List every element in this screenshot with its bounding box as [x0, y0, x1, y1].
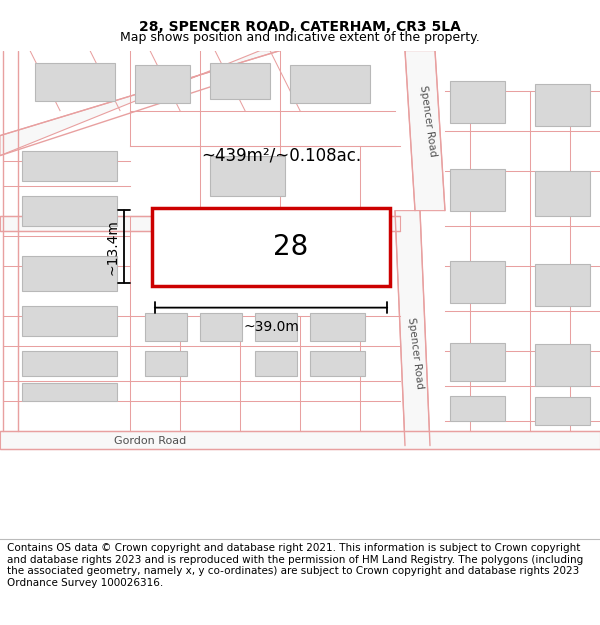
Polygon shape — [135, 64, 190, 102]
Polygon shape — [0, 216, 400, 231]
Polygon shape — [152, 208, 390, 286]
Polygon shape — [22, 256, 117, 291]
Polygon shape — [450, 81, 505, 122]
Polygon shape — [405, 51, 445, 211]
Text: 28, SPENCER ROAD, CATERHAM, CR3 5LA: 28, SPENCER ROAD, CATERHAM, CR3 5LA — [139, 20, 461, 34]
Polygon shape — [210, 156, 285, 196]
Polygon shape — [22, 306, 117, 336]
Polygon shape — [535, 397, 590, 424]
Text: Spencer Road: Spencer Road — [406, 316, 424, 389]
Text: Gordon Road: Gordon Road — [114, 436, 186, 446]
Polygon shape — [450, 342, 505, 381]
Polygon shape — [290, 64, 370, 102]
Polygon shape — [395, 211, 430, 446]
Polygon shape — [450, 169, 505, 211]
Polygon shape — [22, 351, 117, 376]
Text: ~439m²/~0.108ac.: ~439m²/~0.108ac. — [201, 147, 361, 164]
Polygon shape — [450, 261, 505, 302]
Text: ~39.0m: ~39.0m — [243, 319, 299, 334]
Text: 28: 28 — [274, 232, 308, 261]
Polygon shape — [145, 351, 187, 376]
Polygon shape — [310, 312, 365, 341]
Polygon shape — [145, 312, 187, 341]
Polygon shape — [535, 264, 590, 306]
Polygon shape — [535, 84, 590, 126]
Polygon shape — [200, 312, 242, 341]
Polygon shape — [22, 382, 117, 401]
Polygon shape — [22, 196, 117, 226]
Polygon shape — [255, 312, 297, 341]
Text: ~13.4m: ~13.4m — [105, 219, 119, 274]
Polygon shape — [255, 351, 297, 376]
Polygon shape — [310, 351, 365, 376]
Polygon shape — [535, 344, 590, 386]
Polygon shape — [450, 396, 505, 421]
Polygon shape — [22, 151, 117, 181]
Text: Contains OS data © Crown copyright and database right 2021. This information is : Contains OS data © Crown copyright and d… — [7, 543, 583, 588]
Polygon shape — [0, 51, 280, 156]
Polygon shape — [210, 62, 270, 99]
Polygon shape — [535, 171, 590, 216]
Polygon shape — [0, 431, 600, 449]
Text: Map shows position and indicative extent of the property.: Map shows position and indicative extent… — [120, 31, 480, 44]
Polygon shape — [35, 62, 115, 101]
Text: Spencer Road: Spencer Road — [418, 84, 438, 157]
